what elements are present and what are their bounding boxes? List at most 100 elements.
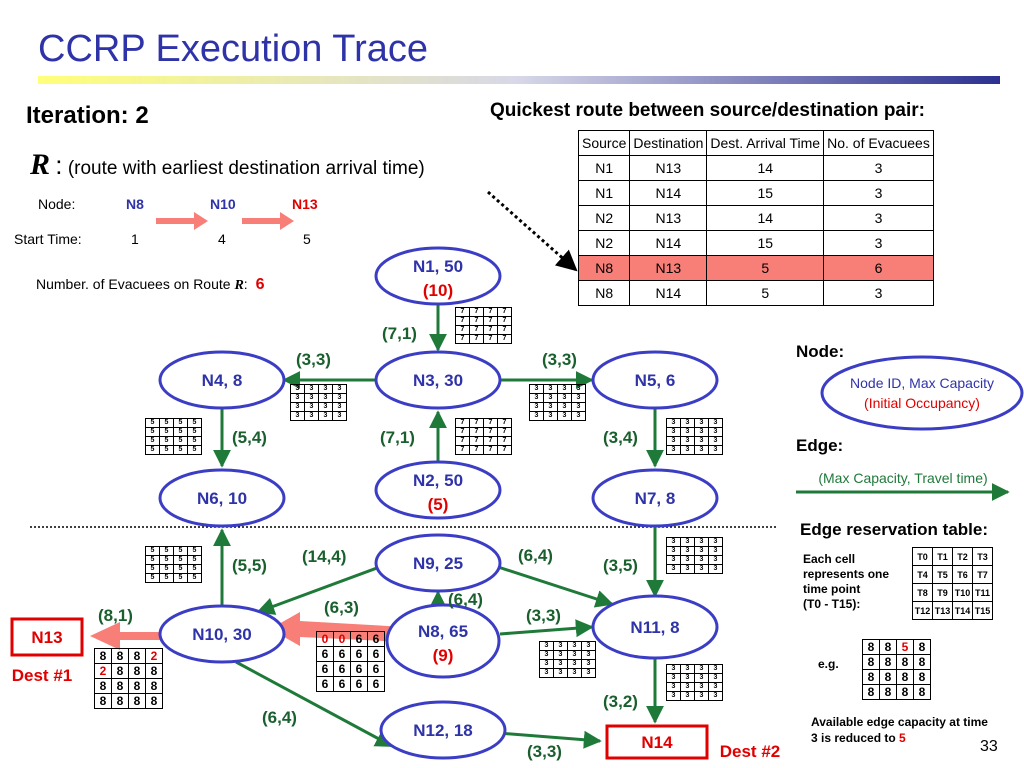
reservation-cell: 3 (680, 691, 695, 701)
table-cell: 14 (706, 155, 825, 181)
reservation-cell: 7 (483, 307, 498, 317)
reservation-cell: 3 (543, 393, 558, 403)
reservation-cell: 5 (145, 555, 160, 565)
route-evacuees-symbol: R (234, 278, 244, 293)
node-n2 (374, 460, 502, 520)
slide-number: 33 (980, 738, 998, 755)
reservation-cell: 3 (318, 402, 333, 412)
reservation-cell: 3 (539, 641, 554, 651)
reservation-cell: T7 (972, 565, 993, 584)
reservation-cell: 3 (581, 659, 596, 669)
reservation-cell: 6 (367, 676, 385, 692)
edge-label-n10-n12: (6,4) (262, 708, 297, 727)
reservation-cell: 3 (694, 691, 709, 701)
reservation-cell: 8 (879, 654, 897, 670)
reservation-cell: 3 (680, 537, 695, 547)
reservation-cell: 5 (145, 573, 160, 583)
reservation-cell: 7 (469, 334, 484, 344)
reservation-cell: 3 (290, 384, 305, 394)
reservation-cell: 5 (187, 546, 202, 556)
reservation-cell: 8 (862, 669, 880, 685)
edge-label-n8-n10: (6,3) (324, 598, 359, 617)
reservation-cell: 3 (318, 411, 333, 421)
reservation-cell: 5 (145, 427, 160, 437)
node-n8-label: N8, 65 (418, 622, 468, 641)
node-n14-dest: Dest #2 (720, 742, 780, 761)
edge-label-n10-n6: (5,5) (232, 556, 267, 575)
reservation-cell: 5 (896, 639, 914, 655)
reservation-cell: 7 (497, 334, 512, 344)
reservation-cell: 5 (145, 445, 160, 455)
reservation-cell: 8 (128, 678, 146, 694)
reservation-cell: 7 (469, 325, 484, 335)
reservation-cell: 3 (694, 555, 709, 565)
reservation-cell: 3 (304, 402, 319, 412)
table-cell: 5 (706, 280, 825, 306)
reservation-cell: 5 (187, 573, 202, 583)
reservation-cell: 3 (557, 384, 572, 394)
reservation-cell: 3 (539, 659, 554, 669)
edge-n8-n11 (499, 619, 594, 638)
reservation-cell: 6 (350, 631, 368, 647)
reservation-cell: 5 (187, 445, 202, 455)
reservation-cell: 6 (350, 676, 368, 692)
table-header-row: Source Destination Dest. Arrival Time No… (577, 130, 934, 156)
edge-label-n11-n14: (3,2) (603, 692, 638, 711)
reservation-cell: 7 (455, 445, 470, 455)
legend-eg: e.g. (818, 657, 839, 671)
reservation-cell: 3 (708, 427, 723, 437)
table-cell: N8 (577, 255, 631, 281)
reservation-cell: 7 (497, 316, 512, 326)
edge-label-n2-n3: (7,1) (380, 428, 415, 447)
reservation-cell: 3 (567, 650, 582, 660)
route-symbol: R (30, 148, 51, 181)
reservation-cell: 3 (571, 411, 586, 421)
reservation-cell: 3 (680, 418, 695, 428)
node-n2-label: N2, 50 (413, 471, 463, 490)
reservation-cell: 3 (304, 393, 319, 403)
reservation-cell: 3 (680, 682, 695, 692)
reservation-cell: 6 (316, 646, 334, 662)
legend-each-cell-line: time point (803, 582, 861, 596)
reservation-cell: T14 (952, 601, 973, 620)
reservation-cell: 3 (318, 393, 333, 403)
edge-label-n10-n13: (8,1) (98, 606, 133, 625)
node-n5-label: N5, 6 (635, 371, 676, 390)
reservation-cell: 5 (173, 546, 188, 556)
iteration-label: Iteration: 2 (26, 102, 149, 129)
reservation-cell: 3 (666, 564, 681, 574)
reservation-cell: 6 (350, 661, 368, 677)
table-row: N2 N14 15 3 (577, 230, 934, 256)
reservation-cell: 3 (666, 436, 681, 446)
reservation-cell: 5 (159, 564, 174, 574)
route-node-label: Node: (38, 196, 76, 212)
reservation-cell: T6 (952, 565, 973, 584)
slide-title: CCRP Execution Trace (38, 28, 429, 70)
edge-label-n1-n3: (7,1) (382, 324, 417, 343)
reservation-cell: 3 (529, 384, 544, 394)
reservation-cell: 5 (159, 555, 174, 565)
quickest-route-table: Source Destination Dest. Arrival Time No… (577, 130, 934, 306)
legend-each-cell-line: Each cell (803, 552, 856, 566)
table-cell: N13 (629, 205, 708, 231)
node-n7 (591, 468, 719, 528)
